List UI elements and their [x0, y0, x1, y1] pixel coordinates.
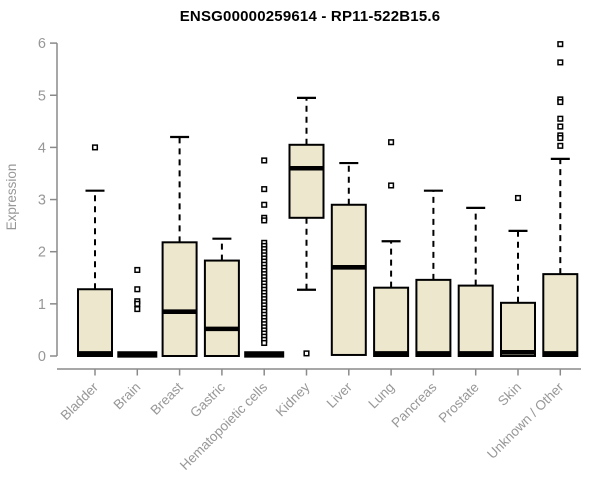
box-group-pancreas	[415, 189, 452, 357]
box	[330, 203, 367, 356]
y-tick-label: 3	[38, 193, 46, 209]
box	[415, 278, 452, 357]
outlier-point	[261, 186, 268, 193]
box	[542, 273, 579, 358]
category-label: Bladder	[58, 379, 102, 423]
box-group-hematopoietic-cells	[244, 157, 285, 358]
category-label: Prostate	[436, 380, 482, 426]
box	[288, 143, 325, 219]
category-label: Gastric	[187, 379, 228, 420]
y-tick-label: 1	[38, 297, 46, 313]
box-group-brain	[117, 266, 158, 358]
outlier-point	[134, 286, 141, 293]
y-tick-label: 6	[38, 36, 46, 52]
box-group-bladder	[77, 144, 113, 357]
outlier-point	[514, 194, 522, 202]
outlier-point	[557, 59, 564, 66]
category-label: Unknown / Other	[484, 379, 567, 462]
outlier-point	[303, 350, 310, 357]
y-tick-label: 0	[38, 349, 46, 365]
y-tick-label: 5	[38, 88, 46, 104]
category-label: Skin	[495, 380, 524, 409]
box-group-lung	[373, 139, 410, 357]
outlier-point	[134, 306, 141, 313]
outlier-point	[261, 339, 268, 347]
outlier-point	[557, 123, 564, 130]
outlier-point	[261, 157, 268, 164]
box	[203, 259, 240, 357]
outlier-point	[261, 201, 268, 208]
outlier-point	[91, 144, 99, 151]
outlier-point	[557, 115, 564, 122]
outlier-point	[261, 217, 268, 224]
category-label: Lung	[365, 380, 397, 412]
box-group-prostate	[457, 206, 494, 357]
outlier-point	[557, 142, 564, 149]
box	[457, 284, 494, 357]
box-group-skin	[500, 194, 536, 358]
y-tick-label: 2	[38, 245, 46, 261]
category-label: Liver	[324, 379, 356, 411]
box	[161, 241, 198, 357]
category-label: Brain	[111, 380, 144, 413]
outlier-point	[134, 266, 141, 274]
outlier-point	[388, 139, 395, 146]
chart-title: ENSG00000259614 - RP11-522B15.6	[179, 8, 441, 25]
outlier-point	[557, 134, 564, 142]
box-group-liver	[330, 161, 367, 356]
outlier-point	[557, 98, 564, 106]
box	[373, 286, 410, 357]
category-label: Pancreas	[389, 379, 440, 430]
box-group-breast	[161, 135, 198, 357]
outlier-point	[557, 41, 564, 48]
category-label: Breast	[148, 379, 186, 417]
box-group-kidney	[288, 96, 325, 357]
median-line	[244, 351, 285, 358]
box-group-unknown-other	[542, 41, 579, 358]
category-label: Kidney	[273, 379, 313, 419]
median-line	[117, 351, 158, 358]
y-tick-label: 4	[38, 140, 46, 156]
box-group-gastric	[203, 237, 240, 357]
box	[500, 301, 536, 358]
outlier-point	[134, 300, 141, 307]
box	[77, 288, 113, 357]
outlier-point	[388, 182, 395, 189]
